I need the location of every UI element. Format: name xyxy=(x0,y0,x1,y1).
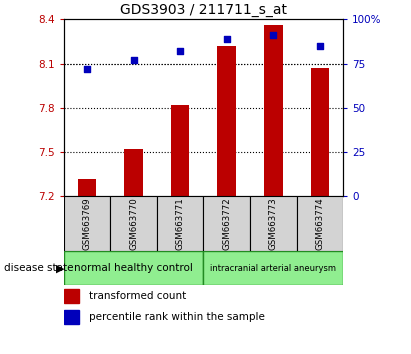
Bar xyxy=(264,25,283,196)
Point xyxy=(84,66,90,72)
Text: normal healthy control: normal healthy control xyxy=(74,263,193,273)
Text: intracranial arterial aneurysm: intracranial arterial aneurysm xyxy=(210,264,336,273)
Text: GSM663773: GSM663773 xyxy=(269,198,278,250)
Point xyxy=(177,48,183,54)
Bar xyxy=(203,196,250,251)
Text: transformed count: transformed count xyxy=(89,291,186,301)
Text: GSM663771: GSM663771 xyxy=(175,198,185,250)
Text: ▶: ▶ xyxy=(55,263,64,273)
Text: GSM663769: GSM663769 xyxy=(83,198,92,250)
Bar xyxy=(124,149,143,196)
Bar xyxy=(78,179,96,196)
Text: GSM663770: GSM663770 xyxy=(129,198,138,250)
Text: percentile rank within the sample: percentile rank within the sample xyxy=(89,312,265,322)
Bar xyxy=(217,46,236,196)
Point xyxy=(130,57,137,63)
Point xyxy=(270,33,277,38)
Bar xyxy=(157,196,203,251)
Bar xyxy=(64,289,79,303)
Bar xyxy=(171,105,189,196)
Bar xyxy=(203,251,343,285)
Bar xyxy=(311,68,329,196)
Bar xyxy=(64,196,110,251)
Bar xyxy=(297,196,343,251)
Title: GDS3903 / 211711_s_at: GDS3903 / 211711_s_at xyxy=(120,3,287,17)
Bar xyxy=(110,196,157,251)
Text: GSM663774: GSM663774 xyxy=(315,198,324,250)
Point xyxy=(224,36,230,42)
Text: GSM663772: GSM663772 xyxy=(222,198,231,250)
Point xyxy=(316,43,323,49)
Bar xyxy=(64,251,203,285)
Bar xyxy=(250,196,297,251)
Text: disease state: disease state xyxy=(4,263,74,273)
Bar xyxy=(64,310,79,324)
